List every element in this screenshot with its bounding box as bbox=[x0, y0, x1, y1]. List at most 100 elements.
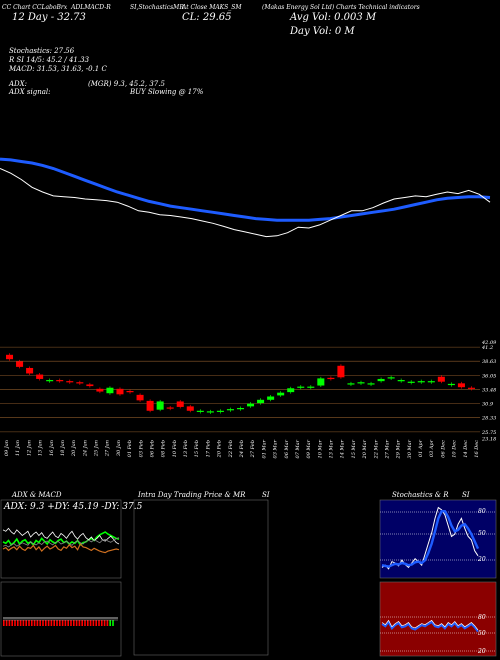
stoch-d-line bbox=[381, 510, 480, 568]
candle-body bbox=[397, 380, 405, 382]
date-axis-label: 07 Mar bbox=[295, 439, 301, 458]
price-axis-tick: 28.33 bbox=[481, 416, 496, 422]
ticker-link[interactable]: ADLMACD-R bbox=[71, 4, 111, 11]
macd-histogram-bar bbox=[70, 620, 72, 626]
close-value: CL: 29.65 bbox=[182, 12, 232, 23]
macd-histogram-bar bbox=[50, 620, 53, 626]
date-axis-label: 22 Feb bbox=[228, 440, 234, 458]
date-axis-label: 20 Feb bbox=[217, 440, 223, 458]
date-axis-label: 27 Mar bbox=[384, 439, 390, 459]
macd-histogram-bar bbox=[56, 620, 58, 626]
candle-body bbox=[317, 378, 325, 386]
candle-body bbox=[156, 401, 164, 410]
candle-body bbox=[467, 387, 475, 389]
candle-body bbox=[186, 406, 194, 411]
date-axis-label: 27 Jan bbox=[105, 440, 111, 457]
date-axis-label: 22 Mar bbox=[373, 439, 379, 459]
macd-histogram-bar bbox=[89, 620, 92, 626]
candle-body bbox=[337, 365, 345, 378]
date-axis-label: 09 Jan bbox=[4, 440, 10, 456]
macd-histogram-bar bbox=[95, 620, 97, 626]
date-axis-label: 30 Mar bbox=[407, 439, 413, 458]
chart-title: (Makas Energy Sol Ltd) Charts Technical … bbox=[262, 4, 420, 11]
adx-panel-readout: ADX: 9.3 +DY: 45.19 -DY: 37.5 bbox=[4, 502, 143, 512]
candle-body bbox=[16, 361, 24, 367]
candle-body bbox=[427, 381, 435, 383]
date-axis-label: 01 Mar bbox=[261, 439, 267, 458]
candle-body bbox=[327, 377, 335, 380]
candle-body bbox=[196, 410, 204, 412]
candle-body bbox=[116, 388, 124, 395]
date-axis-label: 20 Mar bbox=[362, 439, 368, 459]
macd-histogram-bar bbox=[61, 620, 64, 626]
adx-plus-dy-line bbox=[2, 531, 120, 547]
candle-body bbox=[76, 382, 84, 384]
candle-body bbox=[287, 388, 295, 393]
macd-histogram-bar bbox=[78, 620, 81, 626]
date-axis-label: 30 Jan bbox=[116, 440, 122, 456]
candle-body bbox=[146, 400, 154, 411]
rsi-label-80: 80 bbox=[478, 614, 486, 621]
header-links: CC Chart CCLaboBrx ADLMACD-R bbox=[2, 4, 111, 11]
candle-body bbox=[36, 374, 44, 379]
macd-histogram-bar bbox=[101, 620, 103, 626]
candle-body bbox=[347, 383, 355, 385]
macd-histogram-bar bbox=[109, 620, 111, 626]
candle-body bbox=[377, 378, 385, 382]
macd-histogram-bar bbox=[81, 620, 83, 626]
date-axis-label: 06 Feb bbox=[149, 440, 155, 457]
candle-body bbox=[267, 396, 275, 400]
date-axis-label: 10 Mar bbox=[317, 439, 323, 458]
adx-signal-label: ADX signal: bbox=[9, 88, 51, 96]
macd-histogram-bar bbox=[17, 620, 19, 626]
macd-histogram-bar bbox=[75, 620, 78, 626]
macd-histogram-bar bbox=[67, 620, 69, 626]
date-axis-label: 13 Feb bbox=[183, 440, 189, 457]
macd-histogram-bar bbox=[45, 620, 47, 626]
date-axis-label: 15 Mar bbox=[351, 439, 357, 458]
candle-body bbox=[307, 386, 315, 388]
macd-histogram-bar bbox=[59, 620, 61, 626]
candle-body bbox=[46, 380, 54, 382]
ema-value: 12 Day - 32.73 bbox=[12, 12, 86, 23]
macd-histogram-bar bbox=[8, 620, 11, 626]
macd-histogram-bar bbox=[92, 620, 95, 626]
price-link[interactable]: At Close MAKS_SM bbox=[182, 4, 242, 11]
candle-body bbox=[407, 381, 415, 383]
adx-line bbox=[2, 527, 120, 545]
date-axis-label: 20 Jan bbox=[71, 440, 77, 457]
rsi-line bbox=[381, 620, 479, 633]
adx-value: (MGR) 9.3, 45.2, 37.5 bbox=[88, 80, 165, 88]
date-axis-label: 15 Feb bbox=[194, 440, 200, 457]
adx-minus-dy-line bbox=[2, 542, 120, 554]
chart-link[interactable]: CC Chart CCLaboBrx bbox=[2, 4, 68, 11]
date-axis-label: 06 Dec bbox=[440, 440, 446, 458]
macd-histogram-bar bbox=[64, 620, 67, 626]
date-axis-label: 24 Jan bbox=[82, 440, 88, 457]
ema-line bbox=[0, 157, 491, 222]
adx-label: ADX: bbox=[9, 80, 28, 88]
candle-body bbox=[226, 409, 234, 411]
macd-histogram-bar bbox=[31, 620, 33, 626]
intraday-panel-si: SI bbox=[262, 491, 270, 499]
candle-body bbox=[457, 383, 465, 388]
macd-histogram-bar bbox=[112, 620, 114, 626]
macd-histogram-bar bbox=[14, 620, 16, 626]
price-axis-tick: 41.2 bbox=[481, 345, 493, 351]
candle-body bbox=[247, 403, 255, 407]
candle-body bbox=[176, 401, 184, 407]
stoch-link[interactable]: SI,StochasticsMR bbox=[130, 4, 184, 11]
intraday-panel-frame bbox=[133, 499, 269, 656]
price-axis-tick: 30.9 bbox=[482, 402, 494, 408]
avg-vol: Avg Vol: 0.003 M bbox=[290, 12, 377, 23]
candle-body bbox=[26, 367, 34, 374]
buy-signal: BUY Slowing @ 17% bbox=[130, 88, 204, 96]
rsi-panel-frame bbox=[379, 581, 497, 657]
rsi-readout: R SI 14/5: 45.2 / 41.33 bbox=[9, 56, 90, 64]
candle-body bbox=[357, 382, 365, 384]
macd-histogram-bar bbox=[53, 620, 55, 626]
macd-histogram-bar bbox=[39, 620, 41, 626]
date-axis-label: 13 Jan bbox=[38, 440, 44, 456]
date-axis-label: 06 Mar bbox=[284, 439, 290, 458]
intraday-panel-title: Intra Day Trading Price & MR bbox=[138, 491, 246, 499]
